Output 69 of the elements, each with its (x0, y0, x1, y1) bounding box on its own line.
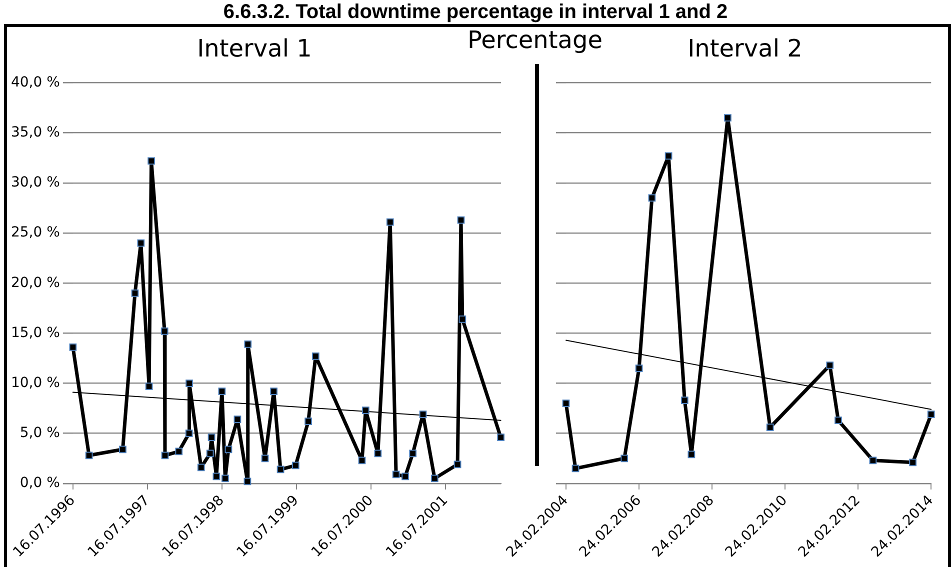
point (85, 452, 93, 460)
y-tick-label: 20,0 % (10, 274, 60, 291)
y-tick-label: 35,0 % (10, 124, 60, 141)
point (909, 458, 917, 466)
point (358, 456, 366, 464)
text: Percentage (466, 26, 604, 54)
point (244, 478, 252, 486)
point (457, 216, 465, 224)
point (224, 446, 232, 454)
point (766, 424, 774, 432)
point (234, 416, 242, 424)
point (292, 462, 300, 470)
point (664, 152, 672, 160)
point (572, 464, 580, 472)
point (222, 474, 229, 482)
point (161, 452, 169, 460)
point (620, 454, 628, 462)
point (402, 472, 409, 480)
point (458, 315, 466, 323)
point (392, 470, 400, 478)
point (145, 382, 153, 390)
point (304, 418, 312, 426)
point (261, 454, 269, 462)
point (208, 434, 216, 442)
point (562, 400, 570, 407)
point (927, 410, 935, 418)
y-tick-label: 25,0 % (10, 224, 60, 241)
text: 6.6.3.2. Total downtime percentage in interval 1 and 2 (222, 0, 729, 24)
point (430, 474, 438, 482)
point (826, 362, 834, 369)
point (119, 446, 126, 454)
point (312, 352, 320, 360)
point (197, 464, 205, 472)
point (497, 434, 504, 442)
point (688, 450, 696, 458)
point (276, 466, 284, 474)
chart-title: Interval 2 (688, 34, 802, 63)
point (186, 380, 193, 387)
point (419, 410, 427, 418)
y-tick-label: 40,0 % (10, 74, 60, 90)
y-tick-label: 30,0 % (10, 174, 60, 191)
point (454, 460, 462, 468)
point (212, 472, 220, 480)
point (680, 396, 688, 404)
point (137, 239, 145, 247)
y-tick-label: 15,0 % (10, 324, 60, 341)
point (724, 114, 732, 122)
point (148, 157, 155, 165)
point (648, 194, 656, 202)
point (69, 344, 77, 351)
point (362, 406, 370, 414)
point (185, 430, 193, 438)
point (635, 364, 643, 372)
point (218, 388, 226, 395)
y-tick-label: 10,0 % (10, 374, 60, 391)
point (374, 450, 382, 458)
point (131, 289, 139, 297)
point (386, 218, 394, 226)
point (869, 456, 877, 464)
point (175, 448, 183, 456)
y-tick-label: 0,0 % (20, 475, 60, 492)
point (409, 450, 416, 458)
y-tick-label: 5,0 % (20, 425, 60, 441)
point (270, 388, 278, 395)
point (160, 328, 168, 335)
point (244, 340, 252, 348)
point (834, 416, 842, 424)
chart-title: Interval 1 (197, 34, 312, 63)
point (206, 450, 214, 458)
